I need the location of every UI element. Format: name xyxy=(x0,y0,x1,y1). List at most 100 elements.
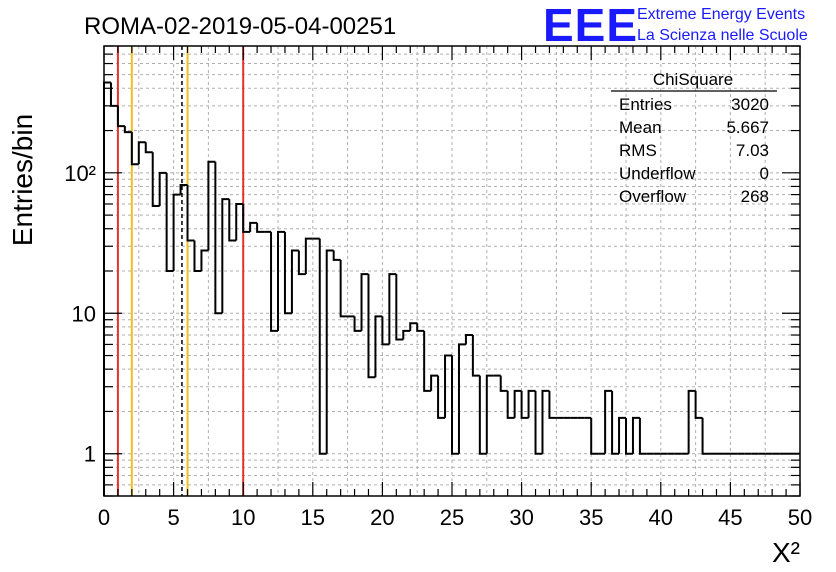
histogram-bin xyxy=(242,203,251,233)
histogram-bin xyxy=(437,375,446,419)
x-tick-label: 45 xyxy=(718,505,742,530)
histogram-bin xyxy=(513,389,522,418)
stats-label: Underflow xyxy=(619,164,696,183)
histogram-bin xyxy=(687,389,696,454)
histogram-bin xyxy=(416,323,425,332)
histogram-bin xyxy=(297,250,306,276)
y-tick-label: 10² xyxy=(64,161,96,186)
histogram-bin xyxy=(541,389,550,454)
histogram-bin xyxy=(165,172,174,272)
histogram-bin xyxy=(235,202,244,241)
x-tick-label: 30 xyxy=(509,505,533,530)
histogram-bin xyxy=(256,222,265,233)
x-tick-label: 40 xyxy=(649,505,673,530)
histogram-bin xyxy=(471,335,480,377)
stats-value: 5.667 xyxy=(726,118,769,137)
stats-box: ChiSquare Entries 3020 Mean 5.667 RMS 7.… xyxy=(611,70,777,206)
histogram-bin xyxy=(353,316,362,332)
histogram-bin xyxy=(103,81,111,496)
x-tick-label: 50 xyxy=(788,505,812,530)
stats-label: Entries xyxy=(619,95,672,114)
stats-value: 7.03 xyxy=(736,141,769,160)
x-tick-labels: 0 5 10 15 20 25 30 35 40 45 50 xyxy=(98,505,812,530)
histogram-bin xyxy=(444,354,452,418)
histogram-bin xyxy=(430,374,439,391)
histogram-bin xyxy=(318,238,327,455)
histogram-bin xyxy=(611,390,620,455)
histogram-bin xyxy=(478,375,487,455)
histogram-bin xyxy=(221,198,230,314)
stats-value: 0 xyxy=(760,164,769,183)
logo-caption-line1: Extreme Energy Events xyxy=(637,6,805,23)
histogram-bin xyxy=(228,199,237,242)
y-tick-label: 1 xyxy=(84,442,96,467)
histogram-bin xyxy=(172,193,181,271)
histogram-bin xyxy=(506,390,515,419)
histogram-bin xyxy=(548,390,557,419)
eee-logo: EEE xyxy=(543,0,638,51)
x-tick-label: 15 xyxy=(301,505,325,530)
stats-box-title: ChiSquare xyxy=(653,70,733,89)
histogram-bin xyxy=(151,152,160,208)
histogram-bin xyxy=(360,273,369,331)
histogram-bin xyxy=(618,416,626,454)
histogram-bin xyxy=(590,417,599,455)
histogram-bin xyxy=(374,315,383,378)
histogram-bin xyxy=(520,390,529,419)
histogram-bin xyxy=(381,316,390,346)
histogram-bin xyxy=(214,161,223,315)
histogram-bin xyxy=(158,171,167,207)
histogram-bin xyxy=(144,142,153,154)
x-tick-label: 25 xyxy=(440,505,464,530)
histogram-bin xyxy=(485,374,494,454)
histogram-bin xyxy=(631,416,640,454)
x-tick-label: 35 xyxy=(579,505,603,530)
histogram-bin xyxy=(694,390,703,419)
histogram-bin xyxy=(339,259,348,318)
x-tick-label: 10 xyxy=(231,505,255,530)
histogram-bin xyxy=(499,375,508,392)
histogram-bin xyxy=(137,141,146,165)
x-axis-title: X² xyxy=(772,537,800,568)
histogram-bin xyxy=(130,132,139,166)
logo-caption-line2: La Scienza nelle Scuole xyxy=(637,27,808,44)
histogram-bin xyxy=(123,126,132,134)
y-tick-labels: 1 10 10² xyxy=(64,161,96,467)
stats-value: 3020 xyxy=(731,95,769,114)
histogram-bin xyxy=(249,221,258,232)
stats-label: Overflow xyxy=(619,187,687,206)
histogram-bin xyxy=(283,231,292,315)
x-tick-label: 20 xyxy=(370,505,394,530)
histogram-bin xyxy=(388,273,397,345)
histogram-bin xyxy=(423,330,432,392)
histogram-bin xyxy=(464,334,473,345)
histogram-bin xyxy=(290,249,299,314)
stats-label: RMS xyxy=(619,141,657,160)
histogram-bin xyxy=(604,389,613,454)
histogram-bin xyxy=(332,250,341,261)
histogram-bin xyxy=(109,82,118,107)
run-title: ROMA-02-2019-05-04-00251 xyxy=(84,13,396,40)
histogram-bin xyxy=(625,417,633,455)
histogram-bin xyxy=(200,249,209,271)
histogram-bin xyxy=(304,237,313,275)
histogram-bin xyxy=(270,231,278,332)
x-tick-label: 5 xyxy=(167,505,179,530)
y-axis-title: Entries/bin xyxy=(7,114,38,246)
axes xyxy=(103,45,801,497)
x-tick-label: 0 xyxy=(98,505,110,530)
stats-label: Mean xyxy=(619,118,662,137)
histogram-bin xyxy=(395,274,404,341)
stats-value: 268 xyxy=(741,187,769,206)
histogram-bin xyxy=(179,183,188,195)
histogram-bin xyxy=(409,322,418,331)
histogram-bin xyxy=(402,329,411,340)
histogram-bin xyxy=(638,417,647,455)
histogram-bin xyxy=(451,355,459,455)
histogram-bin xyxy=(193,240,202,272)
histogram-bin xyxy=(277,230,285,331)
histogram-bin xyxy=(186,184,195,242)
histogram-bin xyxy=(527,389,536,418)
histogram-bin xyxy=(457,343,466,454)
